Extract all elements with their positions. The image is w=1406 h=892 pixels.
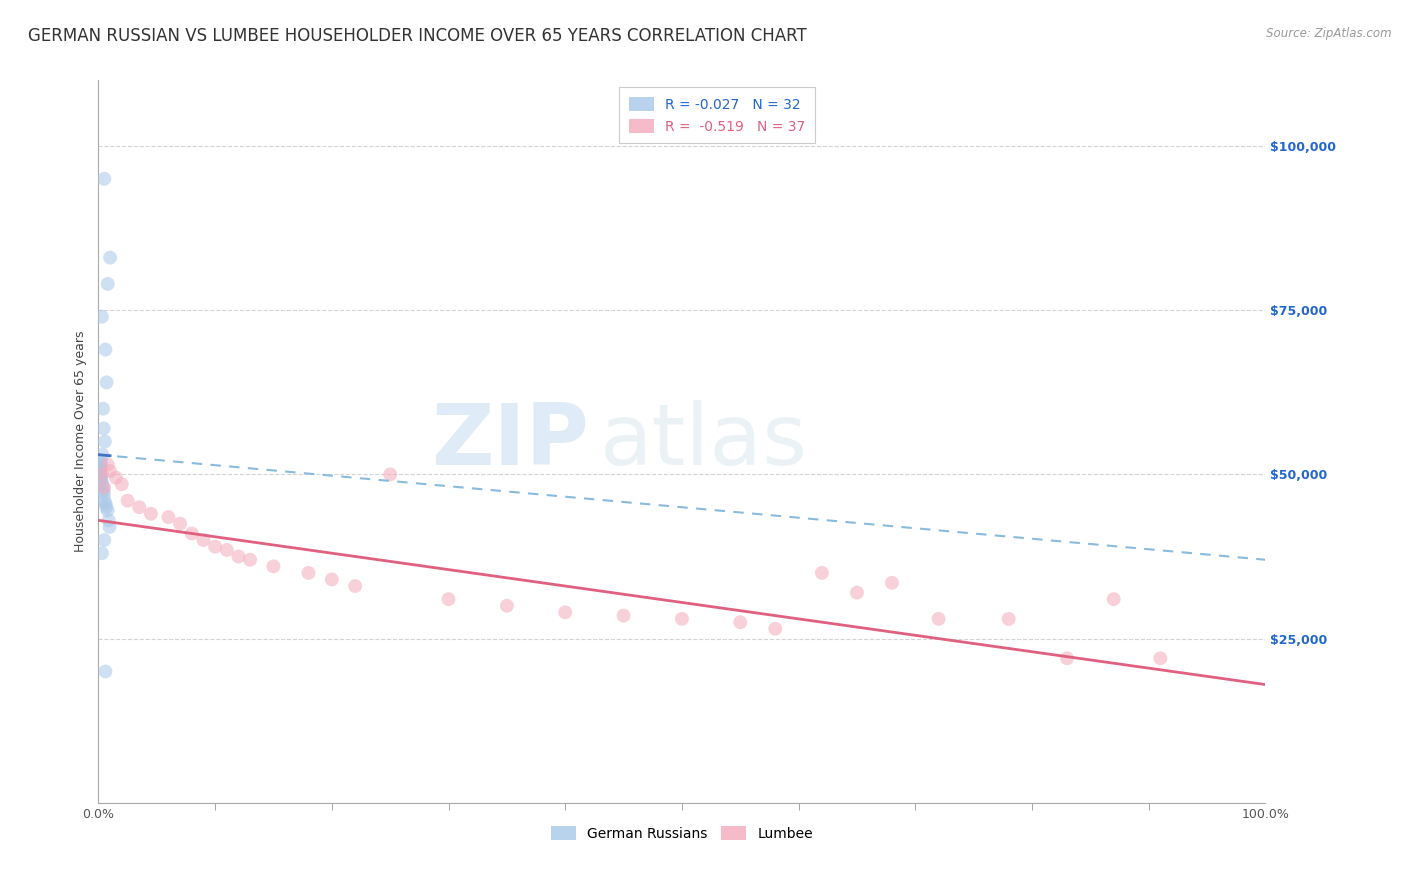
Point [763, 622, 786, 636]
Point [228, 549, 250, 564]
Point [98, 520, 121, 534]
Y-axis label: Householder Income Over 65 years: Householder Income Over 65 years [75, 331, 87, 552]
Point [730, 615, 752, 630]
Point [93, 171, 115, 186]
Point [193, 533, 215, 547]
Point [90, 310, 112, 324]
Point [96, 500, 118, 515]
Point [128, 500, 150, 515]
Point [94, 434, 117, 449]
Point [239, 553, 262, 567]
Text: atlas: atlas [600, 400, 808, 483]
Point [180, 526, 202, 541]
Point [157, 510, 180, 524]
Point [91, 483, 114, 498]
Point [97, 458, 120, 472]
Point [89, 464, 111, 478]
Point [169, 516, 191, 531]
Point [262, 559, 284, 574]
Point [91, 477, 114, 491]
Point [97, 513, 120, 527]
Point [96, 376, 118, 390]
Point [111, 477, 134, 491]
Point [93, 481, 115, 495]
Point [344, 579, 367, 593]
Point [90, 458, 112, 472]
Point [496, 599, 519, 613]
Point [91, 448, 114, 462]
Point [1056, 651, 1078, 665]
Point [215, 542, 238, 557]
Point [94, 665, 117, 679]
Point [928, 612, 950, 626]
Point [89, 467, 111, 482]
Point [997, 612, 1019, 626]
Point [671, 612, 693, 626]
Text: GERMAN RUSSIAN VS LUMBEE HOUSEHOLDER INCOME OVER 65 YEARS CORRELATION CHART: GERMAN RUSSIAN VS LUMBEE HOUSEHOLDER INC… [28, 27, 807, 45]
Legend: German Russians, Lumbee: German Russians, Lumbee [546, 821, 818, 847]
Point [437, 592, 460, 607]
Point [90, 546, 112, 560]
Point [811, 566, 834, 580]
Point [98, 464, 121, 478]
Point [90, 474, 112, 488]
Point [93, 493, 115, 508]
Point [96, 503, 118, 517]
Text: ZIP: ZIP [430, 400, 589, 483]
Point [380, 467, 402, 482]
Point [846, 585, 869, 599]
Point [91, 401, 114, 416]
Point [94, 343, 117, 357]
Point [321, 573, 343, 587]
Point [89, 460, 111, 475]
Point [297, 566, 319, 580]
Point [117, 493, 139, 508]
Point [98, 251, 121, 265]
Point [93, 533, 115, 547]
Point [880, 575, 903, 590]
Point [104, 471, 127, 485]
Point [89, 460, 111, 475]
Point [139, 507, 162, 521]
Text: Source: ZipAtlas.com: Source: ZipAtlas.com [1267, 27, 1392, 40]
Point [89, 474, 111, 488]
Point [94, 497, 117, 511]
Point [90, 467, 112, 482]
Point [554, 605, 576, 619]
Point [1149, 651, 1171, 665]
Point [612, 608, 634, 623]
Point [93, 487, 115, 501]
Point [91, 481, 114, 495]
Point [204, 540, 226, 554]
Point [90, 454, 112, 468]
Point [93, 421, 115, 435]
Point [97, 277, 120, 291]
Point [90, 471, 112, 485]
Point [1102, 592, 1125, 607]
